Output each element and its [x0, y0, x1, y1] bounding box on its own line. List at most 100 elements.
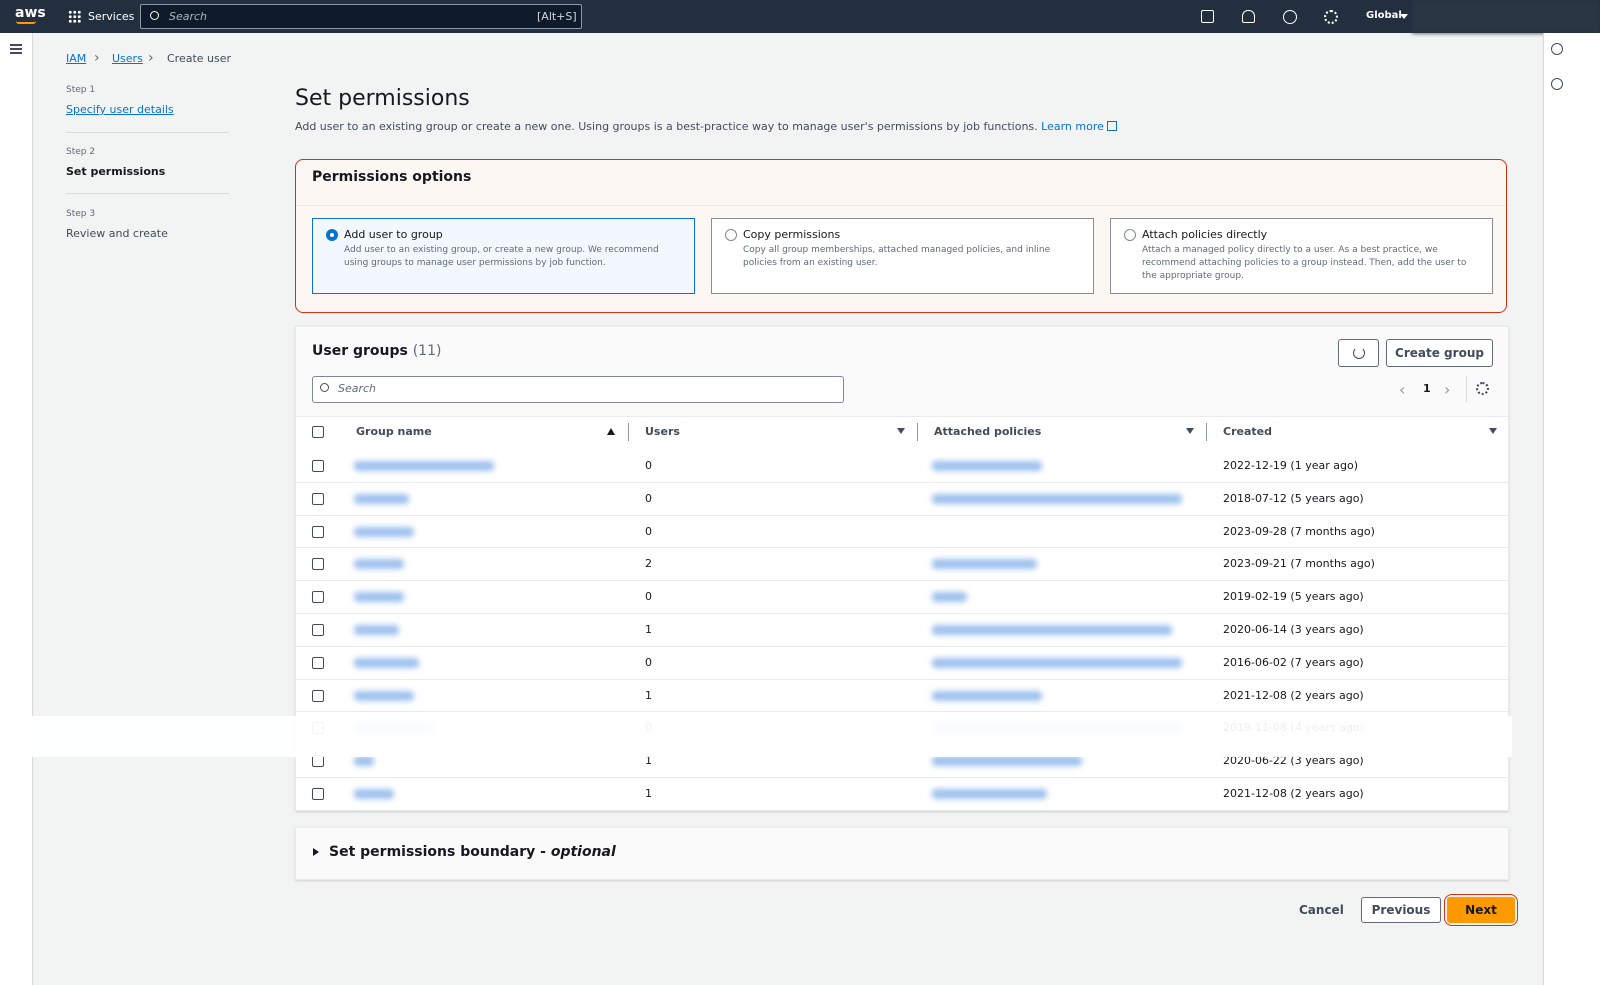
page-number[interactable]: 1 [1423, 382, 1431, 395]
region-menu[interactable]: Global [1366, 10, 1402, 21]
option-title: Add user to group [344, 228, 443, 241]
prev-page[interactable]: ‹ [1399, 380, 1406, 399]
search-shortcut: [Alt+S] [537, 10, 577, 23]
breadcrumb-separator: › [148, 50, 154, 66]
column-header[interactable]: Attached policies [934, 425, 1042, 438]
menu-button[interactable] [10, 44, 22, 54]
group-name-redacted[interactable] [354, 756, 374, 767]
created-cell: 2018-07-12 (5 years ago) [1223, 491, 1364, 505]
row-checkbox[interactable] [312, 624, 324, 636]
group-name-redacted[interactable] [354, 789, 394, 799]
created-cell: 2020-06-14 (3 years ago) [1223, 623, 1364, 636]
notifications-icon[interactable] [1242, 10, 1255, 23]
row-checkbox[interactable] [312, 460, 324, 472]
users-cell: 0 [645, 459, 652, 472]
cancel-button[interactable]: Cancel [1299, 903, 1344, 917]
policies-redacted[interactable] [932, 625, 1172, 635]
sort-icon[interactable] [1489, 428, 1497, 438]
page-title: Set permissions [295, 86, 470, 111]
step-label: Step 2 [66, 147, 96, 157]
group-name-redacted[interactable] [354, 625, 399, 635]
sort-icon[interactable] [1186, 428, 1194, 438]
global-search[interactable] [140, 4, 582, 29]
breadcrumb-link[interactable]: Users [112, 52, 143, 65]
row-checkbox[interactable] [312, 656, 324, 669]
search-icon [320, 383, 329, 392]
boundary-panel[interactable] [295, 827, 1509, 880]
learn-more-link[interactable]: Learn more [1041, 120, 1104, 133]
services-menu[interactable]: Services [88, 10, 135, 23]
select-all-checkbox[interactable] [312, 426, 324, 438]
preferences-icon[interactable] [1476, 382, 1489, 395]
title-text: User groups [312, 343, 408, 359]
cloudshell-icon[interactable] [1201, 10, 1214, 23]
account-menu[interactable] [1412, 0, 1600, 33]
create-group-button[interactable]: Create group [1386, 339, 1493, 367]
sort-icon[interactable] [897, 428, 905, 438]
radio-selected[interactable] [326, 229, 338, 241]
tools-strip [1543, 33, 1600, 985]
option-card[interactable]: Attach policies directly Attach a managed… [1110, 218, 1493, 294]
column-header[interactable]: Users [645, 425, 680, 438]
group-name-redacted[interactable] [354, 690, 414, 701]
row-checkbox[interactable] [312, 525, 324, 538]
feedback-icon[interactable] [1551, 78, 1563, 90]
help-icon[interactable] [1283, 10, 1297, 24]
panel-title: Permissions options [312, 169, 472, 185]
column-header[interactable]: Group name [356, 425, 432, 438]
users-cell: 1 [645, 688, 652, 702]
radio[interactable] [725, 229, 737, 241]
option-title: Attach policies directly [1142, 228, 1268, 241]
created-cell: 2016-06-02 (7 years ago) [1223, 655, 1364, 669]
aws-logo[interactable]: aws [15, 5, 46, 21]
policies-redacted[interactable] [932, 461, 1042, 471]
group-name-redacted[interactable] [354, 493, 409, 504]
policies-redacted[interactable] [932, 657, 1182, 668]
policies-redacted[interactable] [932, 756, 1082, 767]
group-name-redacted[interactable] [354, 461, 494, 471]
row-divider [296, 645, 1508, 647]
option-card[interactable]: Copy permissions Copy all group membershi… [711, 218, 1094, 294]
expand-caret [313, 848, 323, 856]
created-cell: 2023-09-28 (7 months ago) [1223, 524, 1375, 538]
group-name-redacted[interactable] [354, 592, 404, 603]
panel-divider [296, 205, 1506, 206]
group-name-redacted[interactable] [354, 526, 414, 537]
group-name-redacted[interactable] [354, 657, 419, 668]
policies-redacted[interactable] [932, 690, 1042, 701]
group-name-redacted[interactable] [354, 559, 404, 570]
next-page[interactable]: › [1444, 380, 1451, 399]
sort-icon[interactable] [607, 424, 615, 435]
column-header[interactable]: Created [1223, 425, 1272, 438]
policies-redacted[interactable] [932, 493, 1182, 504]
breadcrumb-separator: › [94, 50, 100, 66]
step-divider [66, 193, 229, 194]
row-checkbox[interactable] [312, 492, 324, 505]
users-cell: 0 [645, 491, 652, 505]
policies-redacted[interactable] [932, 592, 967, 603]
page-description: Add user to an existing group or create … [295, 120, 1118, 133]
refresh-button[interactable] [1338, 339, 1379, 367]
settings-icon[interactable] [1324, 10, 1338, 24]
row-checkbox[interactable] [312, 558, 324, 571]
radio[interactable] [1124, 229, 1136, 241]
users-cell: 1 [645, 787, 652, 800]
previous-button[interactable]: Previous [1361, 897, 1441, 923]
option-card[interactable]: Add user to group Add user to an existing… [312, 218, 695, 294]
boundary-title[interactable]: Set permissions boundary - optional [329, 844, 616, 860]
description-text: Add user to an existing group or create … [295, 120, 1038, 133]
policies-redacted[interactable] [932, 789, 1047, 799]
step-link[interactable]: Specify user details [66, 103, 174, 116]
row-divider [296, 547, 1508, 549]
step-divider [66, 132, 229, 133]
row-checkbox[interactable] [312, 591, 324, 604]
row-divider [296, 481, 1508, 483]
info-icon[interactable] [1551, 43, 1563, 55]
row-checkbox[interactable] [312, 689, 324, 702]
row-checkbox[interactable] [312, 788, 324, 800]
policies-redacted[interactable] [932, 559, 1037, 570]
breadcrumb-link[interactable]: IAM [66, 52, 87, 65]
next-button[interactable]: Next [1447, 897, 1515, 923]
table-search[interactable] [312, 376, 844, 403]
